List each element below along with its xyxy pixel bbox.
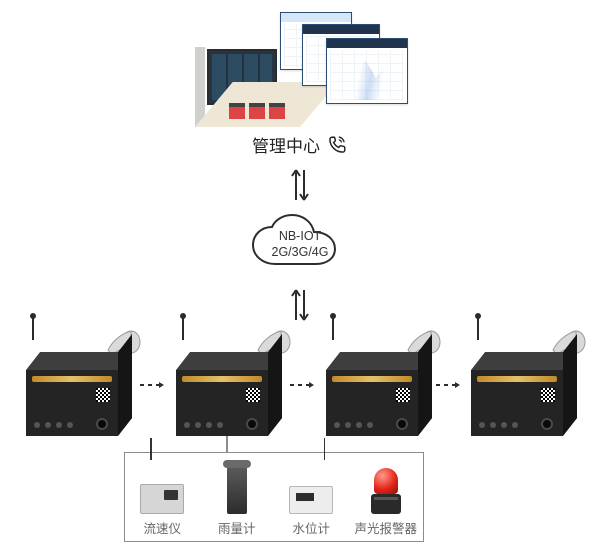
dashboard-screens xyxy=(280,12,405,112)
link-center-cloud xyxy=(286,162,314,208)
system-diagram: 管理中心 NB-IOT 2G/3G/4G xyxy=(0,0,600,549)
management-center xyxy=(195,12,405,127)
cloud-line1: NB-IOT xyxy=(279,229,321,245)
cloud-line2: 2G/3G/4G xyxy=(272,245,329,261)
broadcast-device xyxy=(170,338,290,436)
sensor-label: 流速仪 xyxy=(143,518,181,537)
broadcast-device xyxy=(20,338,140,436)
broadcast-device xyxy=(320,338,440,436)
phone-ringing-icon xyxy=(326,134,348,156)
management-center-label: 管理中心 xyxy=(252,132,348,157)
sensor-flow: 流速仪 xyxy=(125,453,200,541)
management-center-text: 管理中心 xyxy=(252,132,320,157)
broadcast-device xyxy=(465,338,585,436)
sensor-level: 水位计 xyxy=(274,453,349,541)
network-cloud: NB-IOT 2G/3G/4G xyxy=(245,212,355,278)
broadcast-device-row xyxy=(0,338,600,448)
sensor-label: 水位计 xyxy=(292,518,330,537)
sensor-label: 雨量计 xyxy=(218,518,256,537)
link-cloud-devices xyxy=(286,282,314,328)
sensor-label: 声光报警器 xyxy=(354,518,417,537)
device-dash-link xyxy=(140,380,170,382)
sensor-alarm: 声光报警器 xyxy=(349,453,424,541)
device-dash-link xyxy=(290,380,320,382)
device-dash-link xyxy=(436,380,466,382)
sensor-rain: 雨量计 xyxy=(200,453,275,541)
device-to-sensors-link xyxy=(226,436,228,452)
sensors-panel: 流速仪 雨量计 水位计 声光报警器 xyxy=(124,452,424,542)
